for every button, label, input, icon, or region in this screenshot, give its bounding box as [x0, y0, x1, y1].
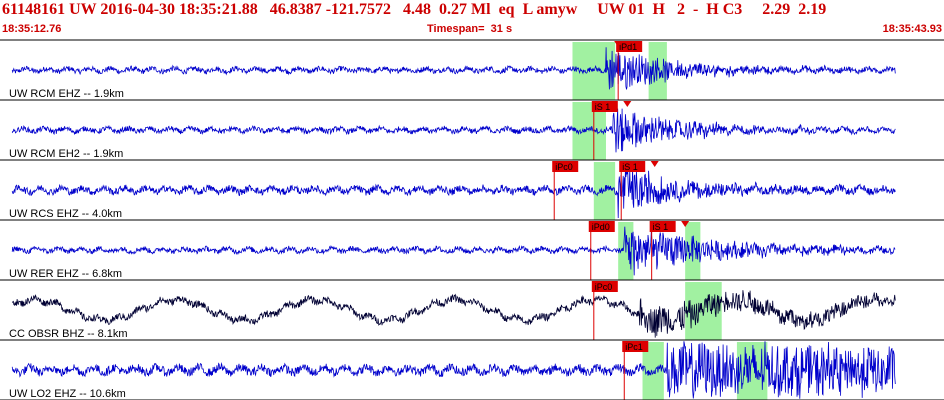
pick-label: iPd1 [619, 42, 637, 52]
waveform-line[interactable] [11, 341, 896, 399]
arrival-marker[interactable] [681, 221, 690, 227]
pick-flag[interactable] [619, 161, 646, 172]
station-label: UW RER EHZ -- 6.8km [9, 268, 122, 280]
trace-row: iS 1 UW RCM EH2 -- 1.9km [0, 101, 944, 161]
waveform-line[interactable] [11, 226, 896, 276]
pick-label: iS 1 [653, 222, 669, 232]
pick-label: iPc0 [595, 282, 613, 292]
trace-row: iPc0 iS 1 UW RCS EHZ -- 4.0km [0, 161, 944, 221]
arrival-marker[interactable] [614, 41, 623, 47]
pick-label: iPc0 [555, 162, 573, 172]
trace-row: iPd1 UW RCM EHZ -- 1.9km [0, 41, 944, 101]
pick-label: iS 1 [595, 102, 611, 112]
window-end-time: 18:35:43.93 [882, 23, 942, 35]
window-start-time: 18:35:12.76 [2, 23, 62, 35]
event-summary-line: 61148161 UW 2016-04-30 18:35:21.88 46.83… [2, 1, 827, 18]
pick-flag[interactable] [616, 41, 643, 52]
pick-label: iPc1 [625, 342, 643, 352]
waveform-line[interactable] [11, 47, 896, 90]
waveform-line[interactable] [11, 108, 896, 153]
pick-flag[interactable] [622, 341, 649, 352]
pick-window [648, 42, 667, 100]
pick-flag[interactable] [552, 161, 579, 172]
station-label: UW LO2 EHZ -- 10.6km [9, 388, 126, 400]
pick-flag[interactable] [591, 281, 618, 292]
pick-label: iPd0 [592, 222, 610, 232]
timespan-label: Timespan= 31 s [427, 23, 513, 35]
arrival-marker[interactable] [623, 101, 632, 107]
pick-flag[interactable] [649, 221, 676, 232]
station-label: CC OBSR BHZ -- 8.1km [9, 328, 128, 340]
pick-label: iS 1 [622, 162, 638, 172]
pick-flag[interactable] [588, 221, 615, 232]
pick-window [642, 342, 664, 400]
waveform-line[interactable] [11, 290, 896, 338]
trace-row: iPd0 iS 1 UW RER EHZ -- 6.8km [0, 221, 944, 281]
station-label: UW RCS EHZ -- 4.0km [9, 208, 122, 220]
event-header: 61148161 UW 2016-04-30 18:35:21.88 46.83… [0, 0, 944, 35]
arrival-marker[interactable] [650, 161, 659, 167]
trace-row: iPc0 CC OBSR BHZ -- 8.1km [0, 281, 944, 341]
trace-row: iPc1 UW LO2 EHZ -- 10.6km [0, 341, 944, 400]
pick-flag[interactable] [591, 101, 618, 112]
station-label: UW RCM EH2 -- 1.9km [9, 148, 123, 160]
waveform-line[interactable] [11, 165, 896, 219]
station-label: UW RCM EHZ -- 1.9km [9, 88, 124, 100]
